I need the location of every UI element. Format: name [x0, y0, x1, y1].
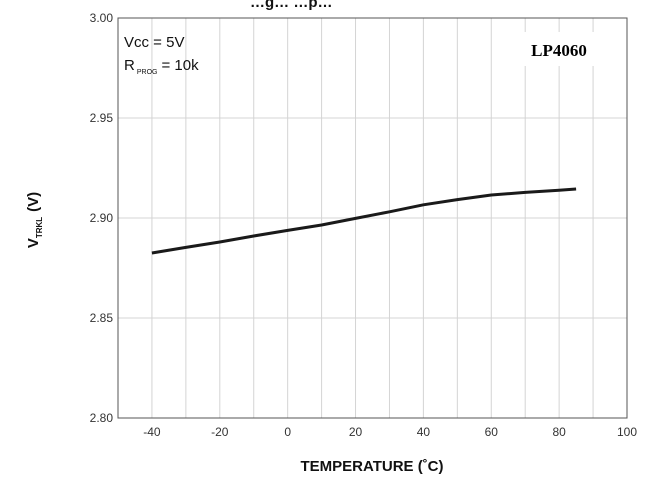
y-axis-label-main: V: [25, 238, 42, 248]
y-tick-label: 2.85: [90, 311, 114, 325]
y-tick-label: 2.95: [90, 111, 114, 125]
x-tick-labels: -40 -20 0 20 40 60 80 100: [143, 425, 637, 439]
x-tick-label: 100: [617, 425, 637, 439]
x-tick-label: 60: [485, 425, 499, 439]
x-axis-label: TEMPERATURE (˚C): [300, 458, 443, 475]
y-tick-label: 2.80: [90, 411, 114, 425]
model-label: LP4060: [531, 41, 587, 60]
plot-frame: [117, 17, 628, 419]
annotation-rprog: R PROG = 10k: [124, 57, 199, 76]
grid-lines: [118, 17, 627, 419]
annotation-rprog-sub: PROG: [137, 69, 158, 76]
y-axis-label-unit: (V): [25, 192, 42, 212]
x-tick-label: 0: [284, 425, 291, 439]
y-tick-labels: 2.80 2.85 2.90 2.95 3.00: [90, 11, 114, 425]
x-tick-label: 80: [552, 425, 566, 439]
annotation-rprog-value: = 10k: [161, 57, 199, 74]
y-axis-label: VTRKL (V): [25, 192, 44, 248]
chart-title-fragment: …g… …p…: [250, 0, 333, 11]
x-tick-label: 20: [349, 425, 363, 439]
annotation-vcc: Vcc = 5V: [124, 34, 184, 51]
y-axis-label-sub: TRKL: [35, 217, 44, 238]
y-tick-label: 3.00: [90, 11, 114, 25]
x-tick-label: -40: [143, 425, 161, 439]
model-label-box: [502, 32, 616, 66]
x-tick-label: 40: [417, 425, 431, 439]
x-tick-label: -20: [211, 425, 229, 439]
annotation-rprog-main: R: [124, 57, 135, 74]
y-tick-label: 2.90: [90, 211, 114, 225]
data-series-line: [151, 187, 577, 255]
